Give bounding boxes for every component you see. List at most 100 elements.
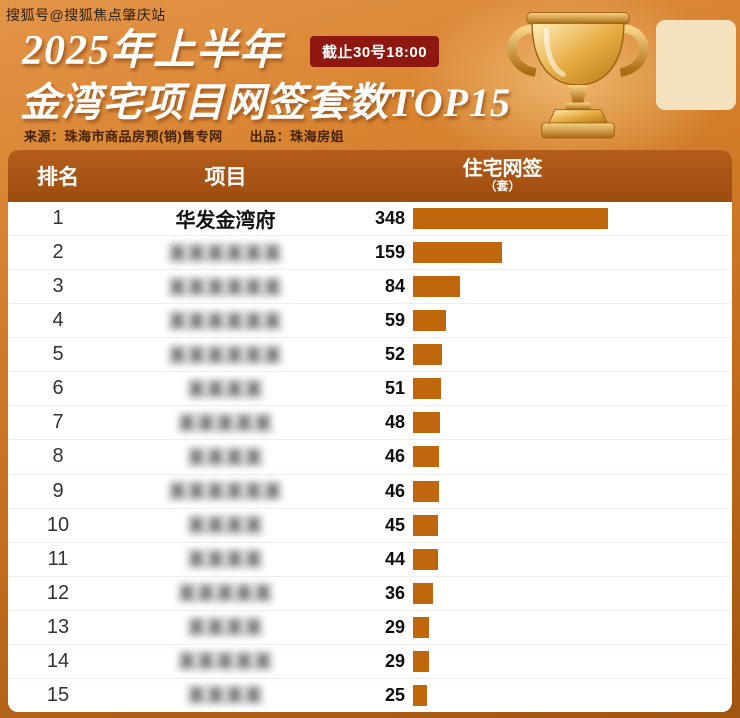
- value-cell: 36: [384, 582, 405, 603]
- value-cell: 348: [374, 208, 405, 229]
- value-bar: [413, 242, 502, 264]
- value-bar: [413, 650, 430, 672]
- value-bar: [413, 276, 460, 298]
- table-row: 13 某某某某 29: [8, 611, 732, 645]
- table-row: 1 华发金湾府 348: [8, 202, 732, 237]
- value-cell: 46: [384, 480, 405, 501]
- corner-sticker: [656, 20, 736, 110]
- rank-cell: 13: [46, 615, 70, 638]
- table-row: 8 某某某某 46: [8, 440, 732, 475]
- watermark: 搜狐号@搜狐焦点肇庆站: [6, 7, 166, 23]
- bar-track: [405, 276, 732, 298]
- col-header-project: 项目: [204, 166, 247, 189]
- rank-cell: 2: [52, 241, 64, 264]
- bar-track: [405, 548, 732, 570]
- project-cell: 某某某某某某: [168, 277, 283, 298]
- rank-cell: 9: [52, 479, 64, 502]
- table-body: 1 华发金湾府 348 2 某某某某某某 159 3 某某某某某某 84 4 某某某某某某 59 5 某某…: [8, 202, 732, 712]
- bar-track: [405, 650, 732, 672]
- table-row: 2 某某某某某某 159: [8, 236, 732, 271]
- project-cell: 某某某某: [187, 686, 264, 707]
- value-bar: [413, 616, 430, 638]
- project-cell: 某某某某某某: [168, 482, 283, 503]
- value-bar: [413, 310, 447, 332]
- value-bar: [413, 378, 442, 400]
- project-cell: 某某某某: [187, 550, 264, 571]
- value-cell: 52: [384, 344, 405, 365]
- value-bar: [413, 446, 439, 468]
- table-row: 11 某某某某 44: [8, 543, 732, 577]
- col-header-value-sub: （套）: [484, 179, 521, 194]
- value-cell: 159: [374, 242, 405, 263]
- table-row: 15 某某某某 25: [8, 679, 732, 712]
- title-line1: 2025年上半年: [22, 28, 283, 74]
- rank-cell: 14: [46, 649, 70, 672]
- project-cell: 某某某某某某: [168, 345, 283, 366]
- rank-cell: 10: [46, 513, 70, 536]
- value-cell: 51: [384, 378, 405, 399]
- rank-cell: 12: [46, 581, 70, 604]
- value-bar: [413, 548, 438, 570]
- table-row: 7 某某某某某 48: [8, 406, 732, 441]
- project-cell: 某某某某: [187, 447, 264, 468]
- table-row: 12 某某某某某 36: [8, 577, 732, 611]
- rank-cell: 1: [52, 207, 64, 230]
- table-row: 9 某某某某某某 46: [8, 475, 732, 509]
- rank-cell: 6: [52, 377, 64, 400]
- bar-track: [405, 378, 732, 400]
- title-line2: 金湾宅项目网签套数TOP15: [20, 80, 512, 125]
- rank-cell: 4: [52, 309, 64, 332]
- value-cell: 44: [384, 548, 405, 569]
- trophy-icon: [507, 12, 649, 139]
- project-cell: 某某某某某某: [168, 243, 283, 264]
- source-line: 来源：珠海市商品房预(销)售专网 出品：珠海房姐: [24, 129, 345, 144]
- value-cell: 25: [384, 684, 405, 705]
- rank-cell: 5: [52, 343, 64, 366]
- value-cell: 29: [384, 616, 405, 637]
- bar-track: [405, 480, 732, 502]
- bar-track: [405, 310, 732, 332]
- bar-track: [405, 616, 732, 638]
- table-row: 6 某某某某 51: [8, 372, 732, 407]
- table-row: 3 某某某某某某 84: [8, 270, 732, 305]
- value-bar: [413, 582, 434, 604]
- bar-track: [405, 242, 732, 264]
- value-cell: 29: [384, 650, 405, 671]
- project-cell: 某某某某: [187, 379, 264, 400]
- table-row: 14 某某某某某 29: [8, 645, 732, 679]
- value-bar: [413, 412, 440, 434]
- rank-cell: 11: [47, 547, 69, 570]
- project-cell: 某某某某某: [178, 584, 273, 605]
- bar-track: [405, 684, 732, 706]
- value-bar: [413, 480, 439, 502]
- value-cell: 48: [384, 412, 405, 433]
- bar-track: [405, 514, 732, 536]
- project-cell: 某某某某某某: [168, 311, 283, 332]
- deadline-badge: 截止30号18:00: [310, 36, 440, 67]
- value-bar: [413, 514, 439, 536]
- bar-track: [405, 412, 732, 434]
- value-cell: 59: [384, 310, 405, 331]
- table-row: 4 某某某某某某 59: [8, 304, 732, 339]
- value-cell: 45: [384, 514, 405, 535]
- bar-track: [405, 208, 732, 230]
- bar-track: [405, 446, 732, 468]
- rank-cell: 3: [52, 275, 64, 298]
- project-cell: 华发金湾府: [175, 210, 276, 233]
- value-cell: 84: [384, 276, 405, 297]
- value-bar: [413, 344, 443, 366]
- bar-track: [405, 582, 732, 604]
- rank-cell: 8: [52, 445, 64, 468]
- value-bar: [413, 208, 608, 230]
- rank-cell: 15: [46, 683, 70, 706]
- bar-track: [405, 344, 732, 366]
- project-cell: 某某某某: [187, 618, 264, 639]
- project-cell: 某某某某某: [178, 413, 273, 434]
- value-cell: 46: [384, 446, 405, 467]
- table-card: 排名 项目 住宅网签 （套） 1 华发金湾府 348 2 某某某某某某 159 3 某某某某某…: [8, 150, 732, 712]
- project-cell: 某某某某: [187, 516, 264, 537]
- table-row: 10 某某某某 45: [8, 509, 732, 543]
- rank-cell: 7: [52, 411, 64, 434]
- project-cell: 某某某某某: [178, 652, 273, 673]
- col-header-rank: 排名: [37, 166, 79, 189]
